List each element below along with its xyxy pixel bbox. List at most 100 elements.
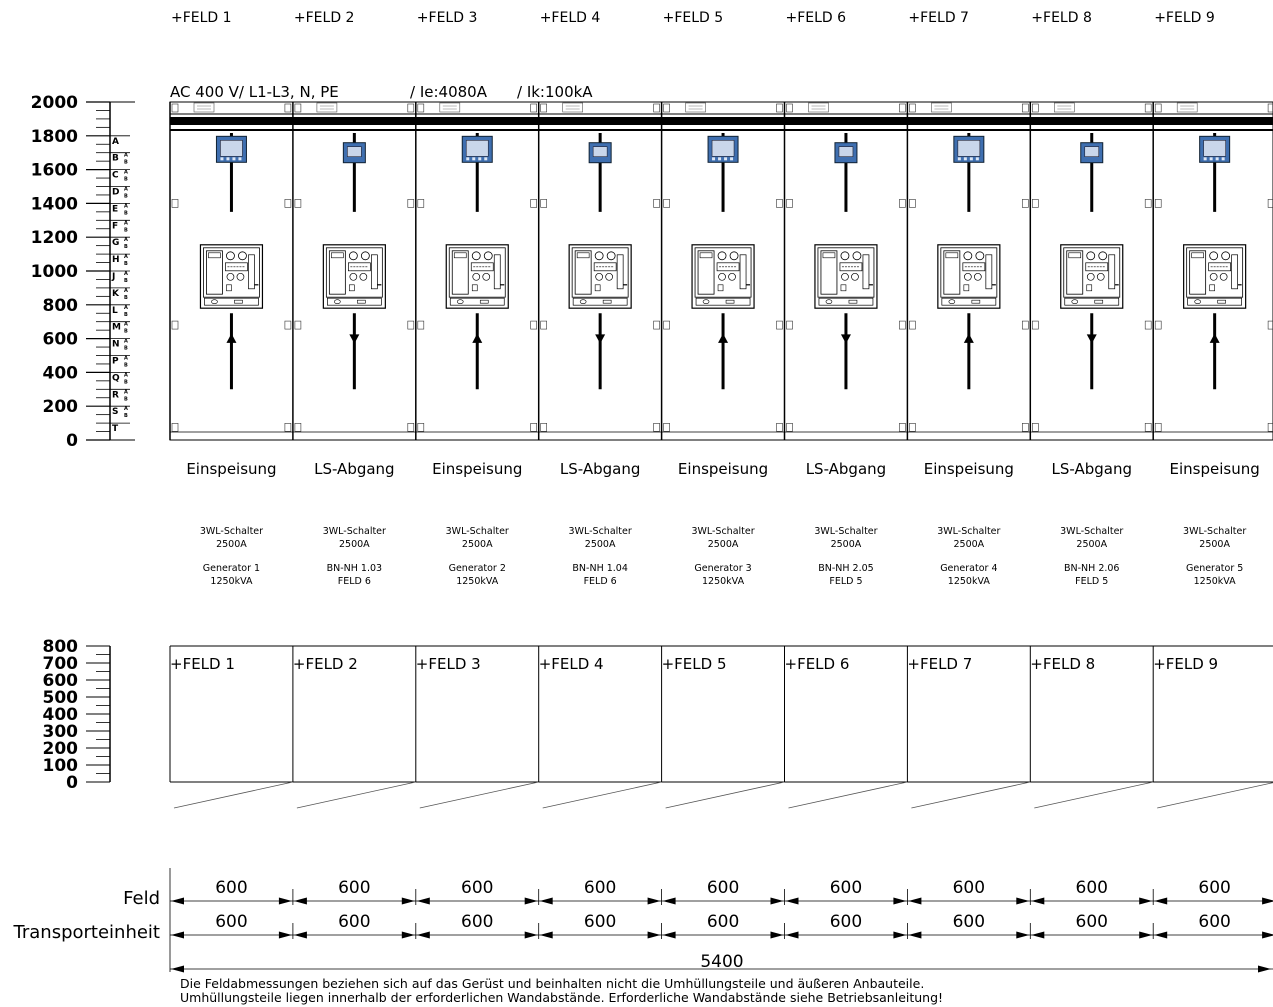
plan-field: +FELD 9 bbox=[1152, 646, 1273, 809]
mount-hole bbox=[1154, 423, 1162, 432]
feeder-detail: FELD 5 bbox=[1075, 576, 1108, 587]
mount-hole bbox=[1154, 320, 1162, 330]
breaker-type: 3WL-Schalter bbox=[1183, 526, 1246, 537]
height-tick-label: 1000 bbox=[31, 262, 78, 282]
dimension-arrow bbox=[416, 897, 430, 905]
mount-hole bbox=[1032, 423, 1039, 432]
mount-hole bbox=[1032, 103, 1039, 113]
depth-tick-label: 400 bbox=[43, 705, 79, 725]
breaker-type: 3WL-Schalter bbox=[569, 526, 632, 537]
mount-hole bbox=[663, 103, 670, 113]
dimension-arrow bbox=[1262, 897, 1273, 905]
feld-dimension-segment: 600 bbox=[416, 878, 540, 905]
tag-plate bbox=[193, 102, 215, 113]
tag-plate bbox=[931, 102, 952, 113]
mount-hole bbox=[407, 103, 415, 113]
height-tick-label: 200 bbox=[43, 397, 79, 417]
row-letter: T bbox=[112, 424, 119, 434]
mount-hole bbox=[540, 423, 548, 432]
arrow-down-icon bbox=[840, 334, 851, 344]
row-sub-letter: A bbox=[124, 203, 128, 209]
tag-plate bbox=[1054, 102, 1075, 113]
feld-dimension-value: 600 bbox=[461, 878, 493, 898]
mount-hole bbox=[540, 320, 548, 330]
feld-dimension-segment: 600 bbox=[662, 878, 785, 905]
transport-dimension-segment: 600 bbox=[908, 912, 1031, 939]
feld-dimension-segment: 600 bbox=[1031, 878, 1154, 905]
height-tick-label: 2000 bbox=[31, 93, 78, 113]
panel-header: AC 400 V/ L1-L3, N, PE / Ie:4080A / Ik:1… bbox=[170, 83, 593, 101]
row-sub-letter: A bbox=[124, 322, 128, 328]
tag-plate bbox=[316, 102, 338, 113]
dimension-arrow bbox=[1258, 965, 1271, 973]
mount-hole bbox=[909, 103, 916, 113]
plan-field: +FELD 8 bbox=[1029, 646, 1154, 809]
transport-dimension-segment: 600 bbox=[171, 912, 294, 939]
feeder-detail: Generator 3 bbox=[694, 563, 751, 574]
mount-hole bbox=[294, 423, 302, 432]
height-tick-label: 800 bbox=[43, 296, 79, 316]
breaker-type: 3WL-Schalter bbox=[323, 526, 386, 537]
mount-hole bbox=[417, 199, 425, 208]
field-type-label: LS-Abgang bbox=[806, 460, 887, 478]
mount-hole bbox=[899, 320, 906, 330]
row-sub-letter: A bbox=[124, 288, 128, 294]
mount-hole bbox=[776, 199, 783, 208]
row-sub-letter: B bbox=[124, 177, 128, 183]
circuit-breaker-icon bbox=[322, 244, 386, 309]
dimension-arrow bbox=[1262, 931, 1273, 939]
arrow-down-icon bbox=[349, 334, 360, 344]
breaker-rating: 2500A bbox=[954, 539, 985, 550]
depth-tick-label: 600 bbox=[43, 671, 79, 691]
arrow-up-icon bbox=[718, 333, 729, 343]
row-sub-letter: B bbox=[124, 160, 128, 166]
breaker-type: 3WL-Schalter bbox=[1060, 526, 1123, 537]
door-swing-line bbox=[173, 781, 293, 809]
mount-hole bbox=[653, 423, 660, 432]
row-letter: N bbox=[112, 340, 120, 350]
plan-field-label: +FELD 5 bbox=[662, 655, 727, 673]
mount-hole bbox=[786, 423, 793, 432]
door-swing-line bbox=[788, 781, 908, 809]
tag-plate bbox=[562, 102, 584, 113]
row-sub-letter: B bbox=[124, 244, 128, 250]
dimension-arrow bbox=[171, 965, 184, 973]
circuit-breaker-icon bbox=[445, 244, 509, 309]
mount-hole bbox=[899, 199, 906, 208]
arrow-down-icon bbox=[1086, 334, 1097, 344]
height-tick-label: 600 bbox=[43, 330, 79, 350]
circuit-breaker-icon bbox=[1183, 244, 1247, 309]
transport-dimension-value: 600 bbox=[1076, 912, 1108, 932]
feeder-detail: FELD 6 bbox=[338, 576, 371, 587]
row-sub-letter: B bbox=[124, 363, 128, 369]
breaker-rating: 2500A bbox=[462, 539, 493, 550]
mount-hole bbox=[294, 199, 302, 208]
dimension-arrow bbox=[770, 897, 784, 905]
mount-hole bbox=[663, 199, 670, 208]
breaker-rating: 2500A bbox=[831, 539, 862, 550]
row-letter: A bbox=[112, 137, 119, 147]
breaker-type: 3WL-Schalter bbox=[691, 526, 754, 537]
plan-field-label: +FELD 6 bbox=[785, 655, 850, 673]
total-width-label: 5400 bbox=[700, 952, 743, 972]
plan-field-label: +FELD 1 bbox=[170, 655, 235, 673]
mount-hole bbox=[1267, 320, 1273, 330]
top-field-label: +FELD 9 bbox=[1154, 10, 1215, 26]
mount-hole bbox=[653, 103, 660, 113]
front-field bbox=[783, 102, 906, 440]
transport-row-label: Transporteinheit bbox=[13, 922, 161, 943]
row-letter: P bbox=[112, 357, 119, 367]
mount-hole bbox=[417, 103, 425, 113]
mount-hole bbox=[1032, 320, 1039, 330]
mount-hole bbox=[284, 199, 292, 208]
mount-hole bbox=[653, 199, 660, 208]
row-sub-letter: B bbox=[124, 194, 128, 200]
feeder-detail: 1250kVA bbox=[948, 576, 991, 587]
transport-dimension-value: 600 bbox=[707, 912, 739, 932]
main-busbar bbox=[170, 117, 1273, 125]
plan-view: +FELD 1 +FELD 2 +FELD 3 +FELD 4 +FELD 5 +FELD… bbox=[169, 645, 1273, 809]
breaker-rating: 2500A bbox=[585, 539, 616, 550]
row-sub-letter: B bbox=[124, 227, 128, 233]
field-type-label: Einspeisung bbox=[186, 460, 276, 478]
height-tick-label: 1200 bbox=[31, 228, 78, 248]
